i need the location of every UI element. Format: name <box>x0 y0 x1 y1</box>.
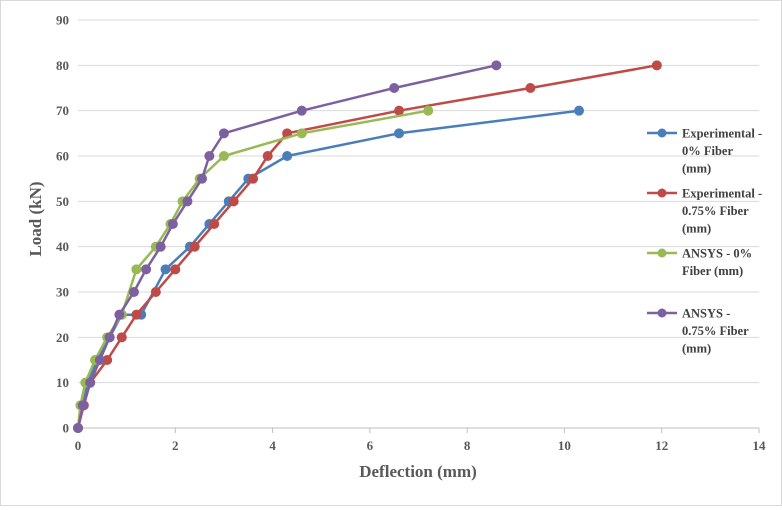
data-point <box>525 83 536 93</box>
y-tick-label: 70 <box>56 103 69 118</box>
data-point <box>282 151 293 161</box>
legend-label: 0% Fiber <box>682 144 733 158</box>
series-4 <box>73 60 502 433</box>
data-point <box>209 219 220 229</box>
legend-swatch-marker <box>657 248 667 258</box>
legend-entry: ANSYS - 0% Fiber (mm) <box>647 247 752 278</box>
data-point <box>389 83 400 93</box>
data-point <box>141 264 152 275</box>
data-point <box>167 219 178 229</box>
legend-label: ANSYS - 0% <box>682 247 752 261</box>
axes <box>77 427 760 433</box>
y-axis-title: Load (kN) <box>26 181 45 256</box>
legend-entry: ANSYS - 0.75% Fiber (mm) <box>647 307 749 356</box>
legend-swatch-marker <box>657 308 667 318</box>
data-point <box>150 287 161 297</box>
data-point <box>170 264 181 275</box>
data-point <box>131 309 142 320</box>
series-line <box>76 109 580 429</box>
x-tick-label: 4 <box>269 438 276 453</box>
data-point <box>248 173 259 184</box>
y-tick-label: 0 <box>63 421 70 436</box>
tick-labels: 0 10 20 30 40 50 60 70 80 90 0 2 4 6 8 10 12 14 <box>56 13 766 454</box>
legend-label: Experimental - <box>682 187 762 201</box>
x-tick-label: 14 <box>753 438 767 453</box>
data-point <box>394 128 405 139</box>
x-tick-label: 2 <box>172 438 179 453</box>
y-tick-label: 40 <box>56 239 69 254</box>
series-3 <box>73 105 434 433</box>
data-point <box>296 128 307 139</box>
data-point <box>394 105 405 116</box>
x-axis-title: Deflection (mm) <box>359 462 477 481</box>
legend-label: (mm) <box>682 162 711 176</box>
data-point <box>85 377 96 388</box>
y-tick-label: 90 <box>56 13 69 28</box>
legend-label: 0.75% Fiber <box>682 324 749 338</box>
data-point <box>204 151 215 161</box>
data-point <box>491 60 502 71</box>
data-point <box>155 241 166 252</box>
data-point <box>104 332 115 343</box>
y-tick-label: 10 <box>56 375 69 390</box>
legend-label: Fiber (mm) <box>682 264 743 278</box>
data-point <box>228 196 239 207</box>
data-point <box>77 400 88 411</box>
data-point <box>73 423 83 433</box>
legend-label: 0.75% Fiber <box>682 204 749 218</box>
data-point <box>423 105 434 116</box>
data-point <box>197 173 208 184</box>
series-2 <box>73 60 662 433</box>
data-point <box>182 196 193 207</box>
legend-label: (mm) <box>682 342 711 356</box>
legend-entry: Experimental - 0.75% Fiber (mm) <box>647 187 762 236</box>
data-point <box>651 60 662 71</box>
y-tick-label: 20 <box>56 330 69 345</box>
data-point <box>296 105 307 116</box>
x-tick-label: 6 <box>367 438 374 453</box>
data-point <box>574 105 585 116</box>
y-tick-label: 80 <box>56 58 69 73</box>
x-tick-label: 12 <box>655 438 668 453</box>
legend-entry: Experimental - 0% Fiber (mm) <box>647 127 762 176</box>
series-line <box>76 109 429 429</box>
data-point <box>128 287 139 297</box>
y-tick-label: 60 <box>56 149 69 164</box>
data-point <box>160 264 171 275</box>
x-tick-label: 10 <box>558 438 571 453</box>
data-point <box>94 355 105 365</box>
data-point <box>116 332 127 343</box>
legend-label: Experimental - <box>682 127 762 141</box>
legend-swatch-marker <box>657 128 667 138</box>
x-tick-label: 8 <box>464 438 471 453</box>
data-point <box>218 151 229 161</box>
data-point <box>189 241 200 252</box>
data-point <box>114 309 125 320</box>
plot-area <box>73 60 662 433</box>
legend-label: (mm) <box>682 222 711 236</box>
y-tick-label: 50 <box>56 194 69 209</box>
x-tick-label: 0 <box>75 438 82 453</box>
legend-swatch-marker <box>657 188 667 198</box>
legend: Experimental -0% Fiber(mm)Experimental -… <box>647 127 762 356</box>
legend-label: ANSYS - <box>682 307 730 321</box>
data-point <box>262 151 273 161</box>
data-point <box>218 128 229 139</box>
y-tick-label: 30 <box>56 285 69 300</box>
data-point <box>131 264 142 275</box>
